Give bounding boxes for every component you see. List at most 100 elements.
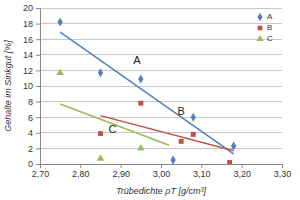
tick-mark [36, 133, 40, 134]
point [97, 154, 104, 160]
tick-mark [36, 70, 40, 71]
point [179, 139, 184, 144]
tick-label: 2,70 [32, 169, 50, 179]
legend-entry: B [258, 23, 273, 32]
tick-mark [36, 117, 40, 118]
tick: 0 [28, 159, 40, 169]
trend-line [60, 104, 169, 145]
legend-entry: A [257, 12, 273, 21]
tick-mark [36, 8, 40, 9]
point [170, 156, 175, 164]
y-axis-title: Gehalte im Sinkgut [%] [3, 40, 13, 132]
tick-mark [201, 164, 202, 168]
tick-label: 2,90 [112, 169, 130, 179]
legend-label: A [267, 12, 273, 21]
annotation: B [177, 105, 184, 117]
x-axis-title: Trübedichte ρT [g/cm³] [116, 186, 207, 196]
chart: 2,70 2,80 2,90 3,00 3,10 3,20 3,30 0 2 4 6 8 10 12 14 1… [0, 0, 300, 200]
tick: 14 [23, 50, 40, 60]
tick: 2,90 [112, 164, 130, 179]
grid-line [40, 23, 282, 24]
plot: 2,70 2,80 2,90 3,00 3,10 3,20 3,30 0 2 4 6 8 10 12 14 1… [23, 3, 291, 179]
grid-line [40, 39, 282, 40]
tick: 16 [23, 35, 40, 45]
legend-entry: C [256, 34, 273, 43]
annotation: A [133, 54, 141, 66]
data [56, 17, 236, 164]
tick-label: 16 [23, 35, 33, 45]
point [191, 132, 196, 137]
tick-label: 2 [28, 144, 33, 154]
point [227, 160, 232, 164]
tick-mark [36, 39, 40, 40]
grid-line [40, 148, 282, 149]
tick-label: 14 [23, 50, 33, 60]
grid-line [40, 86, 282, 87]
y-axis: 0 2 4 6 8 10 12 14 16 18 20 [23, 3, 41, 169]
tick: 4 [28, 128, 40, 138]
tick: 8 [28, 97, 40, 107]
tick: 12 [23, 66, 40, 76]
grid-line [40, 117, 282, 118]
tick: 2 [28, 144, 40, 154]
tick-label: 3,00 [153, 169, 171, 179]
legend: ABC [256, 12, 273, 43]
tick-label: 12 [23, 66, 33, 76]
tick-label: 0 [28, 159, 33, 169]
tick: 10 [23, 81, 40, 91]
tick: 2,80 [72, 164, 90, 179]
tick: 6 [28, 113, 40, 123]
tick-label: 18 [23, 19, 33, 29]
tick: 20 [23, 3, 40, 13]
grid-line [40, 54, 282, 55]
tick-label: 20 [23, 3, 33, 13]
tick-mark [36, 55, 40, 56]
tick: 3,20 [233, 164, 251, 179]
legend-label: C [267, 34, 273, 43]
trend-line [60, 32, 233, 154]
point [137, 144, 144, 150]
tick: 3,10 [193, 164, 211, 179]
tick-label: 3,30 [274, 169, 292, 179]
legend-symbol [258, 26, 263, 31]
tick-label: 2,80 [72, 169, 90, 179]
point [98, 131, 103, 136]
tick: 18 [23, 19, 40, 29]
tick-mark [36, 102, 40, 103]
tick: 3,00 [153, 164, 171, 179]
tick-mark [80, 164, 81, 168]
grid-line [40, 132, 282, 133]
point [98, 68, 103, 77]
tick-mark [36, 24, 40, 25]
axis-line [41, 165, 283, 169]
tick-mark [282, 164, 283, 168]
tick-mark [36, 86, 40, 87]
legend-symbol [257, 13, 262, 22]
tick-label: 3,10 [193, 169, 211, 179]
trend-line [101, 116, 234, 151]
grid-line [40, 101, 282, 102]
tick-mark [161, 164, 162, 168]
tick-label: 4 [28, 128, 33, 138]
tick-label: 10 [23, 81, 33, 91]
point [138, 74, 143, 83]
x-axis: 2,70 2,80 2,90 3,00 3,10 3,20 3,30 [32, 164, 292, 179]
tick-label: 6 [28, 113, 33, 123]
tick-mark [36, 164, 40, 165]
tick-mark [36, 148, 40, 149]
axis-line [36, 9, 41, 165]
point [56, 68, 63, 74]
legend-symbol [256, 35, 263, 41]
tick: 3,30 [274, 164, 292, 179]
grid [40, 8, 282, 164]
annotation: C [109, 123, 117, 135]
tick-mark [242, 164, 243, 168]
point [231, 142, 236, 151]
grid-line [40, 70, 282, 71]
tick: 2,70 [32, 164, 50, 179]
tick-label: 3,20 [233, 169, 251, 179]
grid-line [40, 8, 282, 9]
point [138, 101, 143, 106]
point [191, 113, 196, 122]
tick-mark [121, 164, 122, 168]
